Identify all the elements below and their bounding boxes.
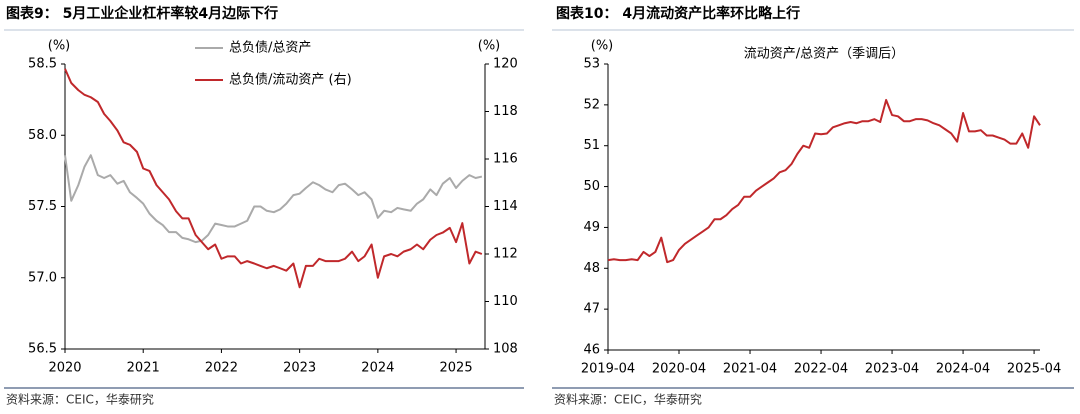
y2-tick-label: 112 <box>493 247 518 262</box>
x-tick-label: 2023 <box>283 361 316 376</box>
y-tick-label: 58.0 <box>28 128 57 143</box>
legend-label: 总负债/流动资产 (右) <box>229 73 352 88</box>
x-tick-label: 2020 <box>48 361 81 376</box>
x-tick-label: 2023-04 <box>865 362 919 377</box>
x-tick-label: 2019-04 <box>581 362 635 377</box>
y2-tick-label: 114 <box>493 199 518 214</box>
y-tick-label: 47 <box>583 302 600 317</box>
source-note: 资料来源：CEIC，华泰研究 <box>6 392 154 407</box>
y2-tick-label: 118 <box>493 104 518 119</box>
x-tick-label: 2021 <box>127 361 160 376</box>
y2-tick-label: 108 <box>493 342 518 357</box>
y-tick-label: 57.0 <box>28 270 57 285</box>
x-tick-label: 2024-04 <box>936 362 990 377</box>
y-tick-label: 50 <box>583 179 600 194</box>
y-tick-label: 49 <box>583 220 600 235</box>
x-tick-label: 2024 <box>361 361 394 376</box>
x-tick-label: 2022-04 <box>794 362 848 377</box>
series-line <box>64 154 483 244</box>
y2-tick-label: 120 <box>493 57 518 72</box>
y-tick-label: 58.5 <box>28 57 57 72</box>
x-tick-label: 2022 <box>205 361 238 376</box>
x-tick-label: 2025 <box>440 361 473 376</box>
series-line <box>64 68 483 289</box>
chart-title: 图表10： 4月流动资产比率环比略上行 <box>556 5 800 22</box>
chart-title: 图表9： 5月工业企业杠杆率较4月边际下行 <box>6 5 278 22</box>
x-tick-label: 2025-04 <box>1007 362 1061 377</box>
y2-unit: (%) <box>478 39 501 54</box>
chart-subtitle: 流动资产/总资产（季调后） <box>744 47 904 62</box>
y-tick-label: 46 <box>583 343 600 358</box>
y-tick-label: 52 <box>583 97 600 112</box>
series-line <box>607 98 1041 264</box>
y2-tick-label: 110 <box>493 294 518 309</box>
legend-label: 总负债/总资产 <box>229 41 311 56</box>
y-tick-label: 48 <box>583 261 600 276</box>
y-tick-label: 57.5 <box>28 199 57 214</box>
y-tick-label: 51 <box>583 138 600 153</box>
y-unit: (%) <box>48 39 71 54</box>
x-tick-label: 2021-04 <box>723 362 777 377</box>
y-unit: (%) <box>591 39 614 54</box>
y-tick-label: 56.5 <box>28 342 57 357</box>
source-note: 资料来源：CEIC，华泰研究 <box>554 392 702 407</box>
y2-tick-label: 116 <box>493 152 518 167</box>
y-tick-label: 53 <box>583 57 600 72</box>
x-tick-label: 2020-04 <box>652 362 706 377</box>
